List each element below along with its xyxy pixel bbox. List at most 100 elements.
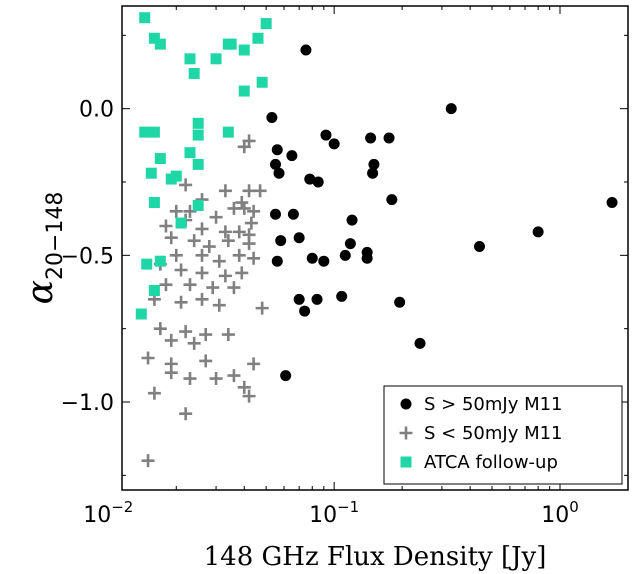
- data-point-circle: [346, 214, 358, 226]
- data-point-square: [170, 170, 182, 182]
- data-point-plus: [187, 234, 201, 248]
- data-point-circle: [293, 232, 305, 244]
- data-point-plus: [147, 386, 161, 400]
- data-point-circle: [445, 103, 457, 115]
- data-point-circle: [394, 296, 406, 308]
- data-point-circle: [414, 337, 426, 349]
- data-point-plus: [183, 204, 197, 218]
- data-point-plus: [218, 225, 232, 239]
- y-tick-label: −1.0: [61, 391, 114, 416]
- data-point-square: [154, 153, 166, 165]
- data-point-circle: [270, 158, 282, 170]
- data-point-square: [154, 38, 166, 50]
- data-point-plus: [247, 357, 261, 371]
- x-tick-label: 10−2: [83, 498, 133, 528]
- data-point-square: [148, 126, 160, 138]
- y-tick-label: 0.0: [79, 98, 114, 123]
- data-point-plus: [159, 278, 173, 292]
- data-point-plus: [164, 366, 178, 380]
- data-point-square: [148, 285, 160, 297]
- data-point-square: [184, 147, 196, 159]
- data-point-circle: [361, 252, 373, 264]
- data-point-circle: [318, 255, 330, 267]
- data-point-circle: [339, 249, 351, 261]
- data-point-circle: [271, 144, 283, 156]
- data-point-plus: [195, 292, 209, 306]
- data-point-square: [238, 44, 250, 56]
- data-point-circle: [266, 111, 278, 123]
- data-point-square: [192, 199, 204, 211]
- data-point-circle: [383, 132, 395, 144]
- data-point-plus: [141, 454, 155, 468]
- data-point-square: [141, 258, 153, 270]
- data-point-plus: [141, 351, 155, 365]
- data-point-plus: [209, 372, 223, 386]
- data-point-circle: [473, 241, 485, 253]
- data-point-circle: [275, 235, 287, 247]
- data-point-plus: [153, 322, 167, 336]
- data-point-circle: [365, 132, 377, 144]
- data-point-plus: [221, 234, 235, 248]
- data-point-plus: [179, 178, 193, 192]
- x-tick-label: 100: [541, 498, 579, 528]
- data-point-square: [148, 32, 160, 44]
- legend-box: [383, 385, 623, 485]
- data-point-plus: [169, 248, 183, 262]
- data-point-circle: [368, 158, 380, 170]
- data-point-circle: [344, 238, 356, 250]
- legend-label: S < 50mJy M11: [424, 423, 563, 444]
- x-axis-label: 148 GHz Flux Density [Jy]: [204, 542, 547, 572]
- legend-label: S > 50mJy M11: [424, 394, 563, 415]
- data-point-plus: [237, 380, 251, 394]
- data-point-circle: [606, 197, 618, 209]
- data-point-square: [252, 32, 264, 44]
- data-point-plus: [237, 201, 251, 215]
- data-point-circle: [320, 129, 332, 141]
- data-point-plus: [202, 240, 216, 254]
- legend-item: S > 50mJy M11: [400, 394, 563, 415]
- data-point-circle: [367, 167, 379, 179]
- data-point-square: [260, 18, 272, 30]
- data-point-plus: [183, 372, 197, 386]
- data-point-plus: [164, 231, 178, 245]
- data-point-circle: [270, 208, 282, 220]
- data-point-plus: [209, 210, 223, 224]
- legend-marker-square: [400, 456, 412, 468]
- data-point-square: [222, 126, 234, 138]
- data-point-plus: [212, 298, 226, 312]
- data-point-plus: [164, 333, 178, 347]
- y-axis: 0.0 −0.5 −1.0: [61, 34, 628, 476]
- data-point-square: [210, 53, 222, 65]
- data-point-circle: [286, 150, 298, 162]
- data-point-square: [139, 126, 151, 138]
- data-point-circle: [271, 255, 283, 267]
- data-point-plus: [199, 354, 213, 368]
- data-point-plus: [242, 184, 256, 198]
- data-point-square: [192, 129, 204, 141]
- data-point-plus: [206, 281, 220, 295]
- data-point-circle: [328, 138, 340, 150]
- data-point-plus: [199, 328, 213, 342]
- data-point-plus: [195, 266, 209, 280]
- data-point-plus: [195, 248, 209, 262]
- data-point-plus: [187, 336, 201, 350]
- data-point-circle: [386, 194, 398, 206]
- x-tick-label: 10−1: [309, 498, 359, 528]
- data-point-circle: [300, 44, 312, 56]
- y-tick-label: −0.5: [61, 244, 114, 269]
- data-point-plus: [242, 389, 256, 403]
- data-point-plus: [221, 328, 235, 342]
- legend-marker-circle: [400, 398, 412, 410]
- data-point-plus: [195, 222, 209, 236]
- data-point-plus: [235, 196, 249, 210]
- data-point-square: [184, 53, 196, 65]
- data-point-circle: [532, 226, 544, 238]
- data-point-circle: [287, 208, 299, 220]
- data-point-plus: [227, 369, 241, 383]
- data-point-plus: [253, 184, 267, 198]
- data-point-plus: [174, 263, 188, 277]
- data-point-circle: [311, 293, 323, 305]
- data-point-plus: [235, 266, 249, 280]
- data-point-plus: [179, 325, 193, 339]
